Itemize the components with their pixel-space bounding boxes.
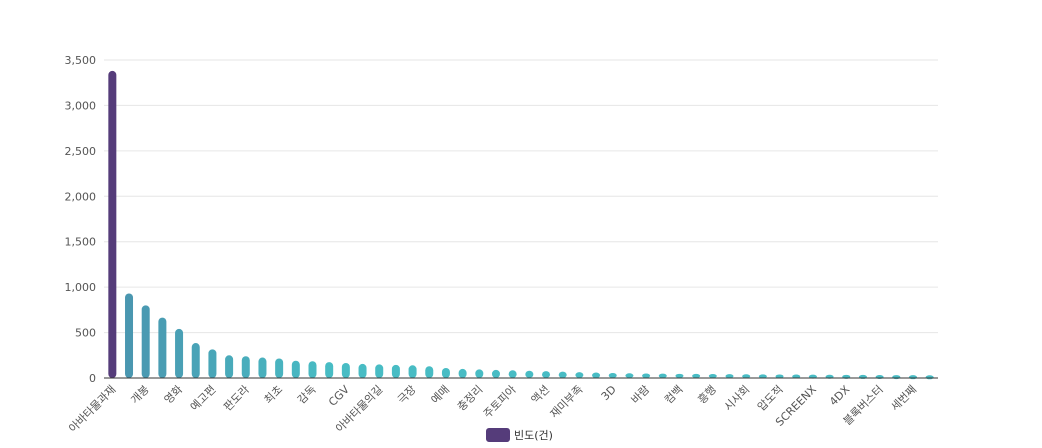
y-tick-label: 2,500	[65, 145, 97, 158]
x-tick-label: 시사회	[722, 383, 753, 414]
bar[interactable]	[375, 364, 384, 378]
bar[interactable]	[575, 372, 584, 378]
y-tick-label: 0	[89, 372, 96, 385]
x-tick-label: 개봉	[128, 383, 152, 407]
x-tick-label: 충정리	[455, 383, 486, 414]
bar[interactable]	[925, 375, 934, 380]
bar[interactable]	[758, 374, 767, 379]
y-tick-label: 2,000	[65, 190, 97, 203]
bars	[108, 70, 934, 380]
bar[interactable]	[458, 368, 467, 378]
x-tick-label: 압도적	[755, 383, 786, 414]
bar[interactable]	[692, 373, 701, 378]
x-tick-label: 예매	[429, 383, 453, 407]
x-tick-label: 감독	[295, 383, 319, 407]
x-tick-label: 영화	[162, 383, 186, 407]
x-tick-label: 세번째	[888, 383, 919, 414]
bar[interactable]	[625, 373, 634, 378]
x-tick-label: 흥행	[695, 382, 719, 406]
bar[interactable]	[125, 293, 134, 378]
bar[interactable]	[592, 372, 601, 378]
y-tick-label: 1,000	[65, 281, 97, 294]
x-tick-label: 재미부족	[548, 383, 586, 421]
x-tick-label: CGV	[326, 383, 352, 409]
bar[interactable]	[475, 369, 484, 378]
bar[interactable]	[275, 358, 284, 378]
bar[interactable]	[775, 374, 784, 379]
bar[interactable]	[675, 373, 684, 378]
bar[interactable]	[208, 349, 217, 378]
bar[interactable]	[358, 363, 367, 378]
bar[interactable]	[325, 362, 334, 378]
gridlines	[104, 59, 938, 334]
bar[interactable]	[725, 374, 734, 379]
bar[interactable]	[225, 355, 234, 378]
bar[interactable]	[558, 371, 567, 378]
bar[interactable]	[241, 356, 250, 378]
bar[interactable]	[642, 373, 651, 378]
bar[interactable]	[708, 374, 717, 379]
bar[interactable]	[608, 373, 617, 378]
legend-swatch	[486, 428, 510, 442]
x-tick-label: 바람	[629, 383, 653, 407]
bar[interactable]	[441, 368, 450, 378]
bar[interactable]	[508, 370, 517, 378]
bar[interactable]	[108, 70, 117, 378]
bar[interactable]	[258, 357, 267, 378]
x-tick-label: 컴백	[662, 383, 686, 407]
x-tick-label: 예고편	[188, 383, 219, 414]
bar[interactable]	[341, 363, 350, 378]
x-tick-label: 판도라	[221, 383, 252, 414]
y-tick-label: 500	[75, 327, 96, 340]
bar[interactable]	[291, 360, 300, 378]
x-tick-label: 주토피아	[481, 383, 519, 421]
bar[interactable]	[191, 343, 200, 378]
legend[interactable]: 빈도(건)	[486, 427, 553, 443]
bar[interactable]	[408, 365, 417, 378]
y-axis-ticks: 0 500 1,000 1,500 2,000 2,500 3,000 3,500	[65, 54, 97, 385]
bar[interactable]	[425, 366, 434, 378]
x-tick-label: 극장	[395, 383, 419, 407]
bar[interactable]	[658, 373, 667, 378]
x-tick-label: 액션	[529, 383, 553, 407]
y-tick-label: 3,500	[65, 54, 97, 67]
bar[interactable]	[491, 369, 500, 378]
y-tick-label: 1,500	[65, 236, 97, 249]
bar[interactable]	[391, 364, 400, 378]
bar[interactable]	[908, 375, 917, 380]
bar[interactable]	[742, 374, 751, 379]
bar[interactable]	[542, 371, 551, 378]
legend-label: 빈도(건)	[514, 429, 553, 442]
x-tick-label: 아바타물과재	[66, 383, 118, 435]
bar[interactable]	[175, 328, 184, 378]
x-tick-label: 4DX	[827, 383, 853, 409]
bar[interactable]	[141, 305, 150, 378]
bar[interactable]	[158, 317, 167, 378]
bar[interactable]	[308, 361, 317, 378]
x-tick-label: 3D	[599, 383, 619, 403]
x-tick-label: 최초	[262, 383, 286, 407]
bar[interactable]	[525, 370, 534, 378]
y-tick-label: 3,000	[65, 99, 97, 112]
